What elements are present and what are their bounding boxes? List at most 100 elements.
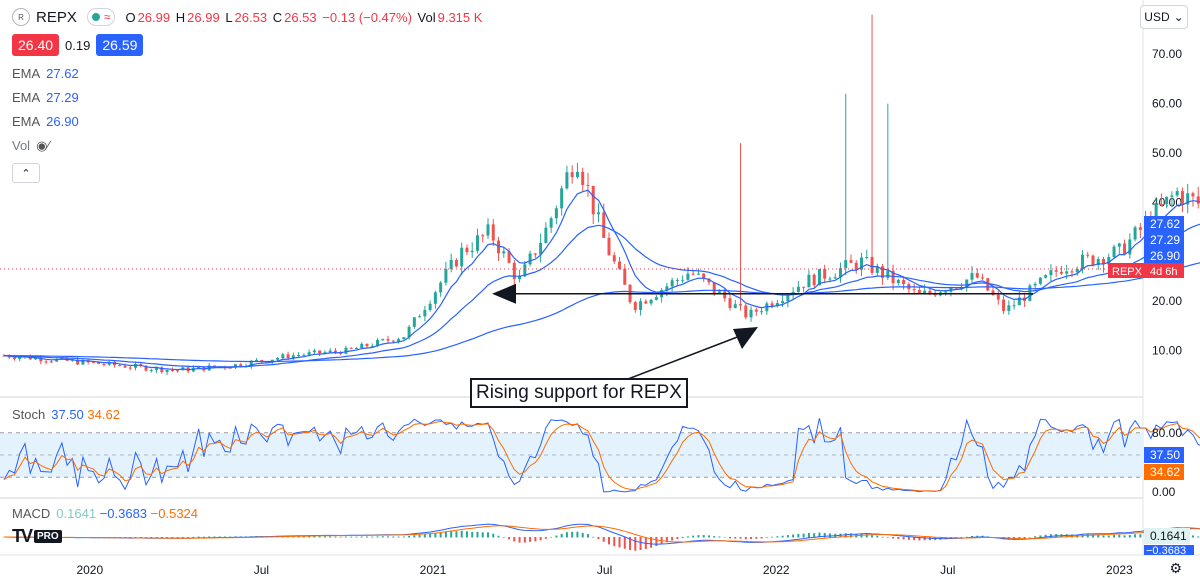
- macd-hist-bar: [534, 537, 537, 542]
- macd-hist-bar: [760, 537, 763, 539]
- candle-body: [170, 369, 174, 371]
- candle-body: [1059, 271, 1063, 274]
- candle-body: [886, 270, 890, 278]
- chevron-down-icon: ⌄: [1173, 10, 1184, 24]
- macd-tag-label: −0.3683: [1146, 545, 1186, 557]
- candle-body: [796, 286, 800, 292]
- candle-body: [754, 309, 758, 312]
- ema-price-tag-label: 27.29: [1150, 233, 1180, 247]
- symbol-name[interactable]: REPX: [36, 8, 77, 26]
- macd-hist-bar: [465, 531, 468, 538]
- candle-body: [1054, 270, 1058, 272]
- candle-body: [60, 357, 64, 360]
- candle-body: [418, 316, 422, 318]
- settings-gear-icon[interactable]: ⚙: [1169, 560, 1182, 576]
- time-tick-label: Jul: [940, 563, 955, 577]
- eye-hidden-icon[interactable]: ◉∕: [36, 138, 50, 153]
- candle-body: [691, 273, 695, 275]
- macd-hist-bar: [360, 536, 363, 538]
- candle-body: [565, 172, 569, 189]
- macd-hist-bar: [1134, 534, 1137, 538]
- candle-body: [97, 362, 101, 365]
- candle-body: [381, 339, 385, 341]
- candle-body: [449, 259, 453, 270]
- macd-hist-bar: [629, 537, 632, 551]
- macd-hist-bar: [750, 537, 753, 539]
- candle-body: [1191, 193, 1195, 197]
- candle-body: [965, 279, 969, 288]
- stoch-legend[interactable]: Stoch 37.50 34.62: [12, 407, 120, 422]
- candle-body: [1159, 204, 1163, 206]
- annotation-callout[interactable]: Rising support for REPX: [470, 378, 688, 408]
- macd-hist-bar: [323, 536, 326, 538]
- candle-body: [665, 286, 669, 291]
- macd-hist-bar: [339, 536, 342, 538]
- open-value: 26.99: [137, 9, 171, 25]
- candle-body: [270, 359, 274, 362]
- ema-legend-1[interactable]: EMA 27.62: [12, 66, 79, 81]
- macd-hist-bar: [655, 537, 658, 547]
- candle-body: [1102, 259, 1106, 265]
- candle-body: [812, 274, 816, 286]
- market-status-pill[interactable]: ≈: [86, 8, 116, 26]
- macd-hist-bar: [771, 536, 774, 538]
- ema-legend-3[interactable]: EMA 26.90: [12, 114, 79, 129]
- macd-hist-bar: [702, 535, 705, 538]
- candle-body: [70, 359, 74, 361]
- macd-hist-bar: [313, 536, 316, 538]
- candle-body: [118, 365, 122, 367]
- candle-body: [1107, 257, 1111, 265]
- macd-hist-bar: [1092, 534, 1094, 538]
- macd-hist-bar: [476, 531, 479, 538]
- macd-hist-bar: [1039, 535, 1042, 538]
- macd-hist-bar: [187, 536, 190, 538]
- volume-legend[interactable]: Vol ◉∕: [12, 138, 50, 153]
- macd-legend[interactable]: MACD 0.1641 −0.3683 −0.5324: [12, 506, 199, 521]
- candle-body: [412, 317, 416, 327]
- macd-value: −0.3683: [99, 506, 148, 521]
- macd-hist-tag-label: 0.1641: [1150, 529, 1187, 543]
- candle-body: [439, 282, 443, 293]
- macd-hist-bar: [665, 537, 668, 543]
- macd-hist-bar: [450, 530, 453, 538]
- macd-hist-bar: [907, 537, 910, 540]
- macd-hist-bar: [865, 534, 868, 538]
- ema-legend-2[interactable]: EMA 27.29: [12, 90, 79, 105]
- macd-hist-bar: [1049, 534, 1052, 538]
- sell-button[interactable]: 26.40: [12, 34, 60, 56]
- currency-select[interactable]: USD ⌄: [1140, 5, 1188, 29]
- candle-body: [739, 304, 743, 306]
- macd-hist-bar: [1139, 534, 1142, 538]
- time-tick-label: 2022: [763, 563, 790, 577]
- macd-hist-bar: [681, 537, 684, 539]
- stoch-k-tag: [1144, 447, 1184, 463]
- macd-hist-tag: [1144, 528, 1190, 544]
- candle-body: [365, 343, 369, 347]
- candle-body: [507, 251, 511, 263]
- candle-body: [1180, 191, 1184, 205]
- stoch-k-line: [3, 418, 1200, 493]
- macd-hist-bar: [139, 537, 142, 538]
- candle-body: [433, 292, 437, 304]
- candle-body: [844, 260, 848, 269]
- macd-hist-bar: [471, 531, 474, 538]
- macd-hist-bar: [1113, 535, 1116, 538]
- time-tick-label: Jul: [254, 563, 269, 577]
- buy-button[interactable]: 26.59: [96, 34, 144, 56]
- candle-body: [134, 364, 138, 368]
- macd-hist-bar: [807, 532, 810, 538]
- candle-body: [18, 357, 22, 359]
- macd-hist-bar: [729, 537, 731, 539]
- macd-hist-bar: [823, 532, 826, 538]
- candle-body: [770, 303, 774, 307]
- macd-hist-bar: [529, 537, 532, 542]
- macd-hist-bar: [613, 537, 616, 547]
- macd-hist-bar: [155, 537, 158, 538]
- collapse-legend-button[interactable]: ⌃: [12, 163, 40, 183]
- macd-hist-bar: [223, 536, 226, 538]
- time-tick-label: 2020: [76, 563, 103, 577]
- candle-body: [654, 297, 658, 300]
- stoch-k-value: 37.50: [51, 407, 84, 422]
- price-tick-label: 70.00: [1152, 47, 1182, 61]
